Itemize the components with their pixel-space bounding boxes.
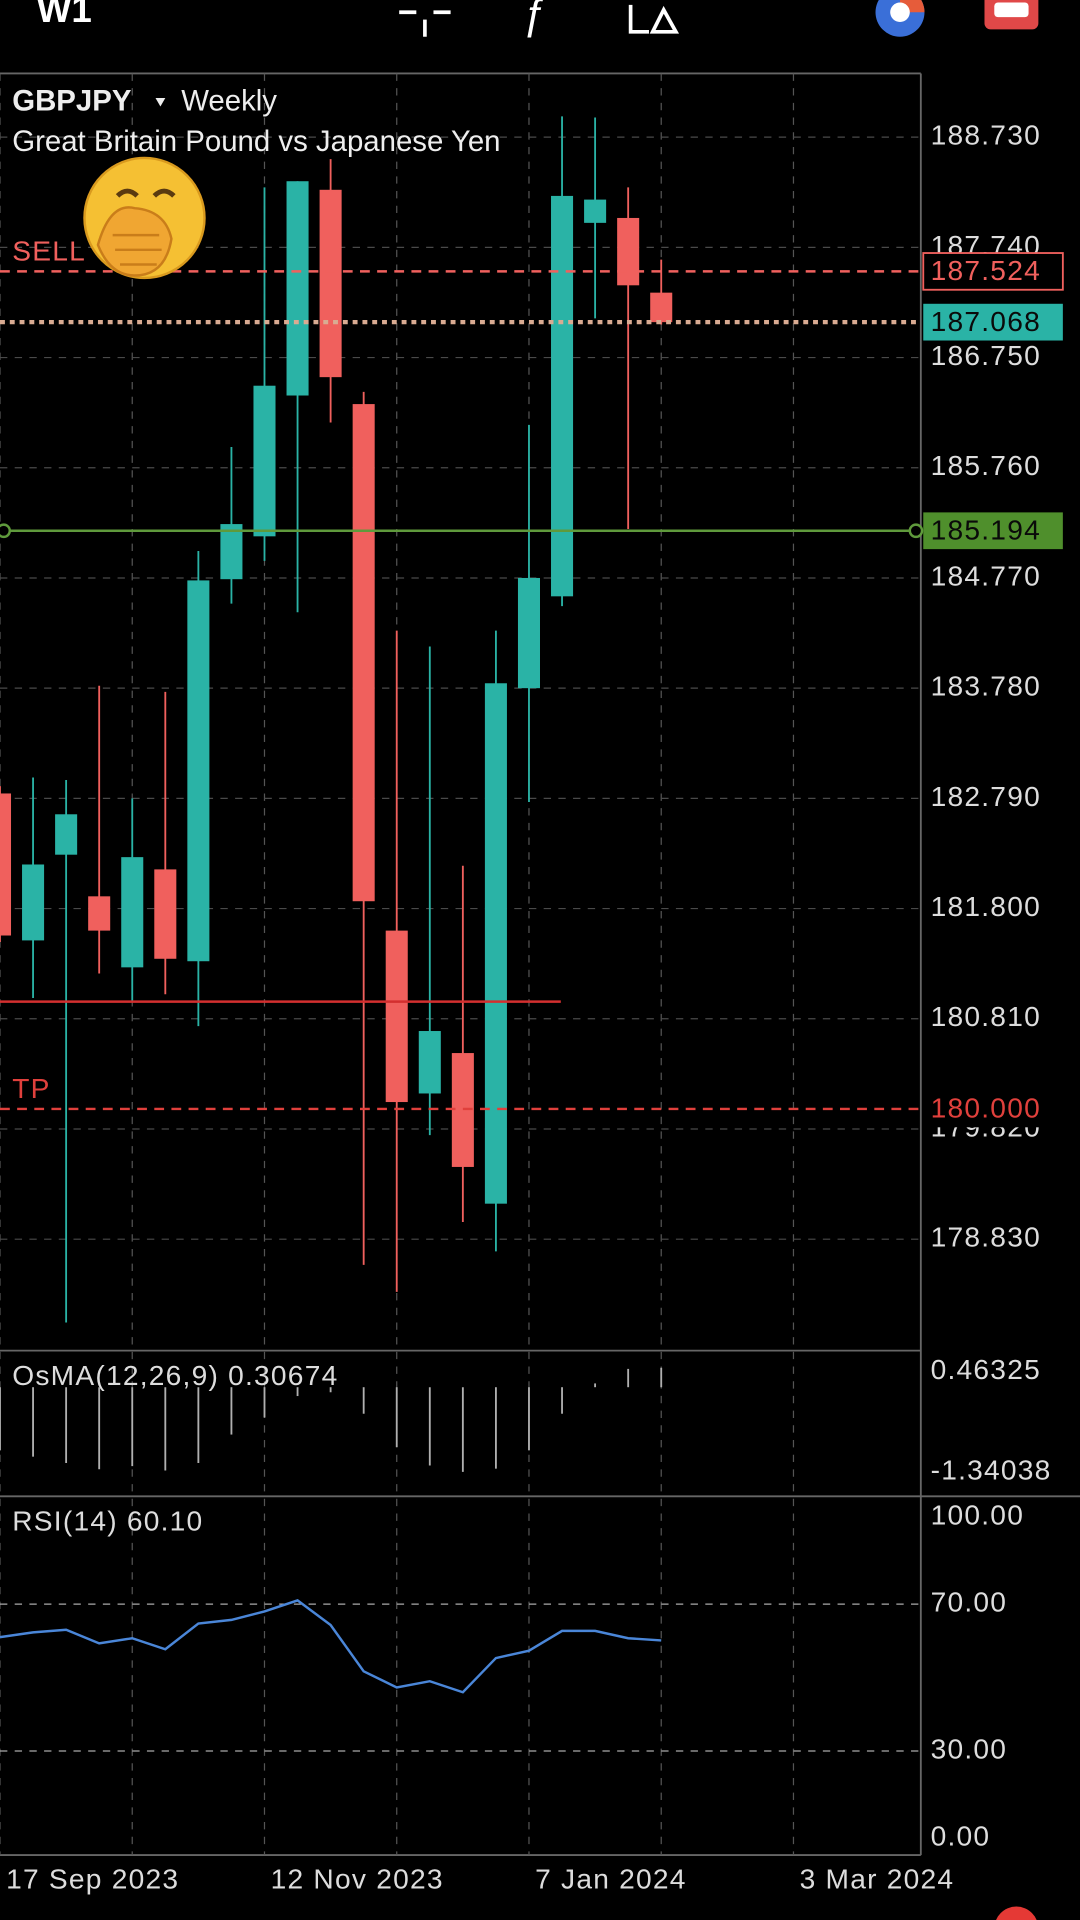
- candle-body: [650, 292, 673, 323]
- indicator-title: OsMA(12,26,9) 0.30674: [12, 1360, 338, 1391]
- y-tick-label: 188.730: [931, 120, 1041, 151]
- account-icon[interactable]: [875, 0, 925, 37]
- level-name: SELL: [12, 235, 86, 266]
- y-tick-label: 178.830: [931, 1222, 1041, 1253]
- trade-icon[interactable]: [984, 0, 1039, 30]
- x-tick-label: 3 Mar 2024: [800, 1863, 955, 1894]
- y-tick-label: 0.46325: [931, 1354, 1041, 1385]
- price-tag-bg: [923, 303, 1063, 341]
- y-tick-label: 70.00: [931, 1587, 1008, 1618]
- x-tick-label: 17 Sep 2023: [6, 1863, 179, 1894]
- y-tick-label: 186.750: [931, 340, 1041, 371]
- candle-body: [418, 1031, 441, 1094]
- y-tick-label: 184.770: [931, 560, 1041, 591]
- indicator-icon[interactable]: ƒ: [522, 0, 545, 37]
- candle-body: [385, 930, 408, 1103]
- price-tag-bg: [922, 252, 1064, 291]
- candle-body: [286, 181, 309, 396]
- y-tick-label: 185.760: [931, 450, 1041, 481]
- rsi-line: [0, 1599, 662, 1694]
- price-tag: 187.068: [931, 306, 1041, 337]
- x-tick-label: 7 Jan 2024: [535, 1863, 687, 1894]
- indicator-title: RSI(14) 60.10: [12, 1506, 203, 1537]
- candle-body: [352, 404, 375, 902]
- candle-body: [220, 524, 243, 580]
- symbol[interactable]: GBPJPY: [12, 85, 132, 118]
- candle-body: [55, 814, 78, 855]
- candle-body: [187, 580, 210, 962]
- candle-body: [88, 896, 111, 931]
- x-tick-label: 12 Nov 2023: [271, 1863, 444, 1894]
- crosshair-icon[interactable]: [399, 10, 451, 37]
- symbol-description: Great Britain Pound vs Japanese Yen: [12, 125, 500, 158]
- y-tick-label: 0.00: [931, 1820, 991, 1851]
- y-tick-label: 183.780: [931, 671, 1041, 702]
- candle-body: [154, 869, 177, 959]
- level-handle: [0, 523, 12, 539]
- plot-layer: 17 Sep 2023 12 Nov 2023 7 Jan 2024 3 Mar 20…: [0, 73, 1064, 1894]
- price-tag-bg: [923, 512, 1063, 550]
- candle-body: [551, 195, 574, 597]
- price-tag-bg: [923, 1090, 1063, 1128]
- emoji-sticker: [83, 156, 206, 280]
- timeframe[interactable]: W1: [37, 0, 92, 30]
- candle-body: [0, 793, 12, 936]
- floating-button[interactable]: [994, 1906, 1038, 1920]
- y-tick-label: 181.800: [931, 891, 1041, 922]
- objects-icon[interactable]: [628, 4, 680, 34]
- candle-body: [121, 857, 144, 968]
- level-handle: [908, 523, 924, 539]
- y-tick-label: 30.00: [931, 1733, 1008, 1764]
- price-tag: 180.000: [931, 1093, 1041, 1124]
- candle-body: [22, 864, 45, 941]
- candle-body: [517, 577, 540, 689]
- level-name: TP: [12, 1073, 50, 1104]
- y-tick-label: -1.34038: [931, 1454, 1052, 1485]
- candle-body: [584, 199, 607, 223]
- price-tag: 187.524: [931, 255, 1041, 286]
- candle-body: [253, 385, 276, 537]
- y-tick-label: 100.00: [931, 1500, 1024, 1531]
- price-tag: 185.194: [931, 514, 1041, 545]
- candle-body: [484, 683, 507, 1204]
- candle-body: [319, 189, 342, 378]
- candle-body: [617, 217, 640, 286]
- period: Weekly: [181, 85, 277, 118]
- y-tick-label: 180.810: [931, 1001, 1041, 1032]
- symbol-dropdown[interactable]: [155, 97, 166, 107]
- y-tick-label: 182.790: [931, 781, 1041, 812]
